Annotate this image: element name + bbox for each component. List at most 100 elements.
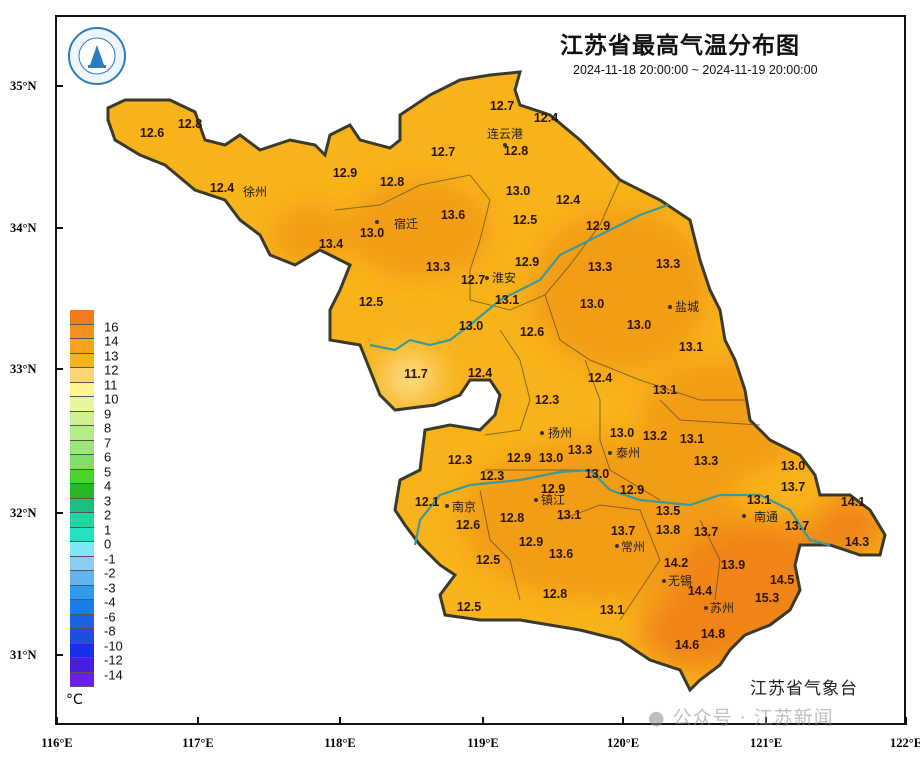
station-value: 13.7 [784,519,810,533]
river [413,468,831,547]
station-value: 12.7 [460,273,486,287]
city-label: 连云港 [487,127,524,141]
legend-swatch [70,658,94,673]
station-value: 11.7 [404,367,428,381]
city-label: 淮安 [492,271,517,285]
legend-swatch [70,527,94,542]
legend-swatch [70,614,94,629]
temperature-zone-warm [460,440,740,600]
legend-label: -10 [104,638,123,653]
city-marker [534,498,538,502]
city-borders [334,174,761,621]
station-value: 13.1 [678,340,704,354]
station-value: 13.2 [642,429,668,443]
longitude-tick-label: 122°E [889,736,920,750]
longitude-tick-label: 121°E [749,736,783,750]
latitude-tick-label: 32°N [10,506,37,520]
station-value: 12.9 [585,219,611,233]
station-value: 13.9 [720,558,746,572]
station-value: 14.5 [769,573,795,587]
city-marker [704,606,708,610]
legend-swatch [70,556,94,571]
station-value: 14.2 [663,556,689,570]
longitude-tick-label: 120°E [606,736,640,750]
city-marker [608,451,612,455]
station-value: 13.4 [318,237,344,251]
station-value: 13.0 [538,451,564,465]
city-border [484,329,531,436]
city-label: 扬州 [548,426,573,440]
station-value: 13.6 [440,208,466,222]
city-border [559,504,661,621]
temperature-zone-cool [380,350,440,406]
legend-swatch [70,585,94,600]
station-value: 12.4 [555,193,581,207]
station-value: 12.9 [619,483,645,497]
watermark: ● 公众号 · 江苏新闻 [648,707,834,729]
legend-swatch [70,440,94,455]
city-marker [485,276,489,280]
legend-label: -12 [104,652,123,668]
station-value: 13.3 [693,454,719,468]
legend-label: 10 [104,391,119,407]
station-value: 12.4 [533,111,559,125]
station-value: 13.0 [359,226,385,240]
station-value: 12.9 [514,255,540,269]
legend-label: 4 [104,478,112,494]
temperature-zone-warm [270,205,350,265]
station-value: 12.8 [379,175,405,189]
station-value: 12.5 [358,295,384,309]
station-value: 13.0 [626,318,652,332]
station-value: 12.7 [430,145,456,159]
station-value: 12.3 [447,453,473,467]
city-label: 泰州 [616,446,641,460]
station-value: 13.0 [458,319,484,333]
station-value: 12.9 [540,482,566,496]
legend-swatch [70,397,94,412]
legend-label: 2 [104,507,112,523]
city-border [544,294,745,401]
legend-swatch [70,542,94,557]
station-value: 13.1 [652,383,678,397]
temperature-zone-warm [350,180,490,280]
legend-swatch [70,310,94,325]
city-label: 宿迁 [394,217,419,231]
station-value: 13.0 [609,426,635,440]
legend-swatch [70,382,94,397]
city-border [584,359,661,501]
city-border [469,179,621,311]
station-value: 12.8 [177,117,203,131]
legend-swatch [70,643,94,658]
station-value: 13.7 [780,480,806,494]
station-value: 12.9 [518,535,544,549]
legend-label: 8 [104,420,112,436]
legend-label: 1 [104,522,112,537]
station-value: 12.8 [542,587,568,601]
legend-label: 16 [104,319,119,334]
legend-swatch [70,469,94,484]
station-value: 13.1 [599,603,625,617]
legend-label: 9 [104,406,112,421]
legend-label: 5 [104,464,112,479]
city-marker [615,544,619,548]
legend-swatch [70,498,94,513]
city-marker [445,504,449,508]
legend-label: 7 [104,435,112,450]
longitude-tick-label: 118°E [324,736,356,750]
longitude-tick-label: 119°E [467,736,499,750]
station-value: 12.6 [519,325,545,339]
station-value: 12.3 [534,393,560,407]
wechat-icon: ● [648,707,666,729]
station-value: 13.0 [780,459,806,473]
city-border [659,399,761,426]
legend-swatch [70,484,94,499]
station-value: 14.1 [840,495,866,509]
city-marker [540,431,544,435]
station-value: 15.3 [754,591,780,605]
station-value: 13.1 [746,493,772,507]
city-marker [668,305,672,309]
legend-label: -2 [104,565,116,581]
time-range: 2024-11-18 20:00:00 ~ 2024-11-19 20:00:0… [573,63,818,77]
province-border [106,70,887,693]
